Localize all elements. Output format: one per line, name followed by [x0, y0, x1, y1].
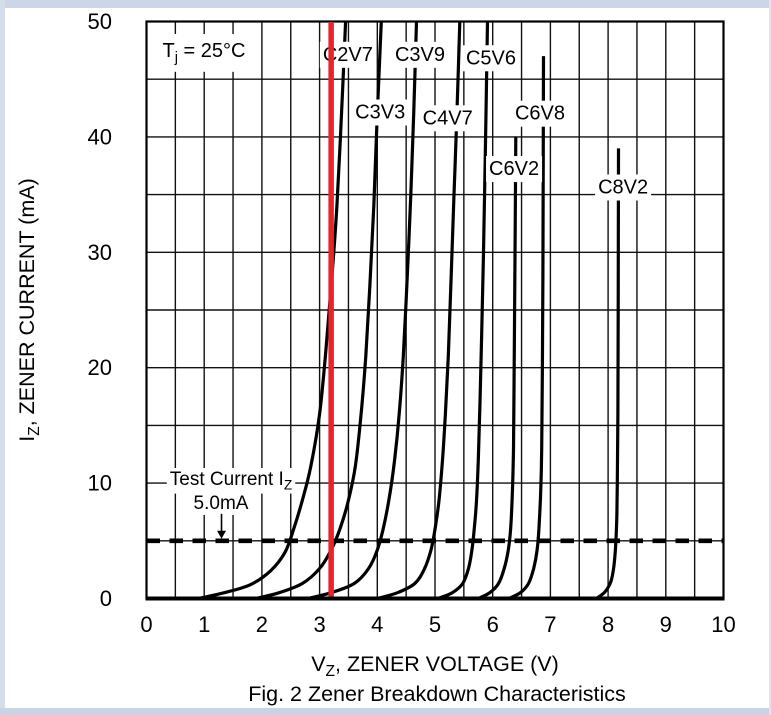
curve-label-C3V9-bg: [391, 41, 449, 68]
curve-label-C5V6-bg: [462, 45, 519, 72]
curve-labels: C2V7 C3V3 C3V9 C4V7 C5V6 C6V2 C6V8 C8V2: [319, 41, 652, 201]
page-edge-right: [769, 0, 771, 715]
test-current-label-line1: Test Current IZ: [170, 469, 292, 493]
y-axis-title: IZ, ZENER CURRENT (mA): [15, 178, 43, 442]
curve-label-C3V9: C3V9: [395, 44, 445, 66]
figure-caption: Fig. 2 Zener Breakdown Characteristics: [248, 682, 626, 706]
page-edge-bottom: [0, 708, 771, 715]
curve-label-C2V7: C2V7: [323, 44, 373, 66]
x-tick-label: 8: [602, 612, 614, 637]
curve-C6V2: [477, 136, 518, 600]
x-axis-title: VZ, ZENER VOLTAGE (V): [311, 652, 559, 680]
temperature-condition-label-bg: [153, 34, 255, 72]
curve-label-C6V8: C6V8: [515, 103, 565, 125]
y-tick-label: 40: [88, 124, 112, 149]
curve-label-C4V7-bg: [419, 105, 476, 132]
curve-label-C6V8-bg: [511, 100, 569, 127]
y-tick-label: 0: [100, 586, 112, 611]
x-tick-label: 10: [711, 612, 735, 637]
test-current-label-line2: 5.0mA: [194, 493, 249, 514]
plot-frame: [145, 20, 725, 601]
x-tick-label: 0: [140, 612, 152, 637]
curve-C5V6: [437, 21, 490, 600]
y-tick-label: 10: [88, 471, 112, 496]
curves: [198, 21, 621, 601]
x-tick-label: 3: [313, 612, 325, 637]
curve-C4V7: [376, 21, 462, 601]
test-current-arrow-down-icon: [217, 530, 227, 539]
x-tick-label: 9: [660, 612, 672, 637]
x-tick-label: 6: [487, 612, 499, 637]
y-tick-label: 20: [88, 355, 112, 380]
curve-C6V8: [508, 56, 546, 600]
page-edge-left: [0, 0, 5, 715]
curve-C3V3: [255, 21, 383, 601]
x-tick-label: 7: [544, 612, 556, 637]
temperature-condition-label: Tj = 25°C: [163, 40, 246, 66]
curve-label-C8V2: C8V2: [598, 177, 648, 199]
x-tick-label: 2: [256, 612, 268, 637]
curve-label-C4V7: C4V7: [423, 107, 473, 129]
curve-C2V7: [198, 21, 348, 601]
page-edge-top: [0, 0, 771, 8]
y-tick-label: 30: [88, 240, 112, 265]
x-tick-label: 4: [371, 612, 383, 637]
curve-label-C3V3: C3V3: [355, 102, 405, 124]
curve-label-C8V2-bg: [595, 174, 652, 201]
curve-label-C5V6: C5V6: [466, 47, 516, 69]
annotations: Tj = 25°C Test Current IZ5.0mA: [153, 34, 296, 539]
axis-ticks: 0 1 2 3 4 5 6 7 8 9 10 0 10 20 30 40 50: [88, 9, 736, 637]
x-tick-label: 1: [198, 612, 210, 637]
titles: VZ, ZENER VOLTAGE (V) IZ, ZENER CURRENT (…: [15, 178, 626, 706]
curve-label-C6V2-bg: [486, 156, 543, 183]
curve-label-C6V2: C6V2: [489, 158, 539, 180]
curve-C8V2: [595, 148, 621, 600]
curve-label-C3V3-bg: [352, 99, 409, 126]
x-tick-label: 5: [429, 612, 441, 637]
y-tick-label: 50: [88, 9, 112, 34]
curve-C3V9: [307, 21, 419, 601]
test-current-label-line1-bg: [166, 468, 296, 494]
test-current-label-line2-bg: [190, 492, 252, 515]
